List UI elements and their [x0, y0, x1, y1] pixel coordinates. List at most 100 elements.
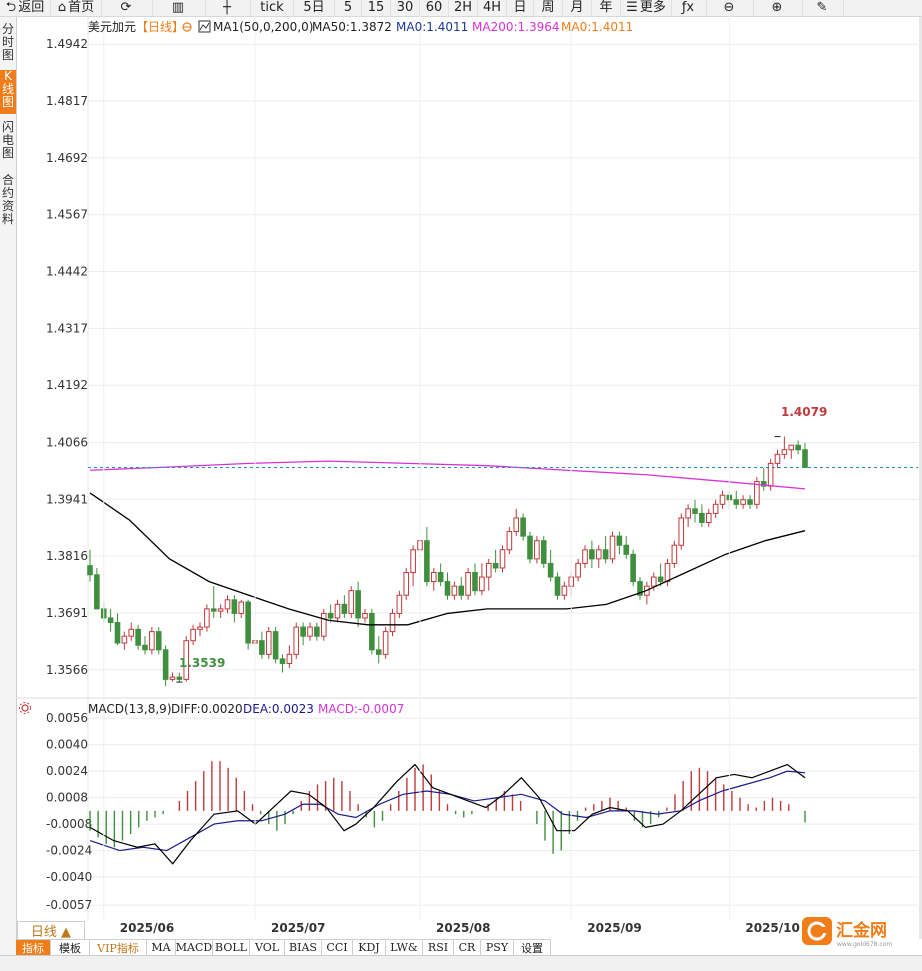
- macd-settings-icon[interactable]: [19, 702, 31, 714]
- toolbar-button-1[interactable]: ⌂ 首页: [51, 0, 102, 16]
- toolbar-button-3[interactable]: ▥: [153, 0, 206, 16]
- candle-body: [774, 453, 781, 464]
- candle-body: [224, 599, 231, 610]
- period-selector-button[interactable]: 日线 ▲: [17, 921, 85, 940]
- indicator-tab-6[interactable]: VOL: [250, 939, 285, 956]
- ma-indicator-name: MA1(50,0,200,0): [213, 20, 313, 34]
- candle-body: [609, 535, 616, 560]
- candle-body: [719, 494, 726, 505]
- candle-body: [107, 617, 114, 624]
- candle-body: [94, 574, 100, 610]
- indicator-tab-12[interactable]: CR: [454, 939, 481, 956]
- home-icon: ⌂: [57, 0, 67, 15]
- sidebar-tab-3[interactable]: 合约资料: [1, 173, 14, 226]
- toolbar-button-17[interactable]: ☰ 更多: [621, 0, 672, 16]
- toolbar-button-6[interactable]: 5日: [294, 0, 335, 16]
- date-tick-label: 2025/08: [436, 921, 490, 935]
- ma200-line: [89, 460, 806, 490]
- settings-gear-icon[interactable]: [182, 22, 192, 32]
- logo-subtext: www.gold678.com: [837, 941, 892, 948]
- sidebar-tab-2[interactable]: 闪电图: [1, 120, 14, 160]
- candle-body: [465, 572, 471, 596]
- toolbar-button-5[interactable]: tick: [251, 0, 294, 16]
- macd-y-axis: 0.0056 0.0040 0.0024 0.0008 -0.0008 -0.0024 -0…: [46, 711, 92, 912]
- toolbar-label: 60: [425, 0, 443, 15]
- toolbar-button-16[interactable]: 年: [592, 0, 621, 16]
- menu-icon: ☰: [626, 0, 638, 15]
- candle-body: [582, 549, 588, 564]
- toolbar-button-9[interactable]: 30: [391, 0, 420, 16]
- toolbar-button-0[interactable]: ⮌ 返回: [0, 0, 51, 16]
- candle-body: [492, 562, 499, 569]
- indicator-tab-0[interactable]: 指标: [16, 939, 51, 956]
- candle-body: [513, 517, 520, 533]
- price-tick-label: 1.4442: [46, 265, 88, 279]
- sidebar-tab-1[interactable]: K线图: [0, 70, 16, 114]
- candle-body: [740, 499, 746, 505]
- price-tick-label: 1.4942: [46, 37, 88, 51]
- candle-body: [272, 631, 279, 660]
- toolbar-button-10[interactable]: 60: [420, 0, 449, 16]
- chart-type-icon[interactable]: [198, 20, 211, 33]
- indicator-tab-2[interactable]: VIP指标: [90, 939, 147, 956]
- logo-text: 汇金网: [836, 920, 887, 941]
- toolbar-label: 15: [367, 0, 385, 15]
- candle-body: [259, 640, 265, 655]
- toolbar-button-15[interactable]: 月: [563, 0, 592, 16]
- indicator-tab-10[interactable]: LW&: [386, 939, 423, 956]
- candle-body: [375, 649, 382, 655]
- indicator-tab-5[interactable]: BOLL: [213, 939, 250, 956]
- toolbar-button-11[interactable]: 2H: [449, 0, 478, 16]
- dea-line: [89, 770, 806, 852]
- macd-diff: DIFF:0.0020: [171, 702, 243, 716]
- toolbar-label: 周: [541, 0, 555, 15]
- candle-body: [327, 612, 334, 619]
- indicator-tab-8[interactable]: CCI: [322, 939, 353, 956]
- toolbar-button-14[interactable]: 周: [534, 0, 563, 16]
- toolbar-button-19[interactable]: ⊖: [707, 0, 754, 16]
- indicator-tab-4[interactable]: MACD: [175, 939, 213, 956]
- indicator-tab-14[interactable]: 设置: [514, 939, 551, 956]
- candle-body: [403, 572, 410, 596]
- toolbar-button-21[interactable]: ✎: [803, 0, 844, 16]
- candle-body: [149, 631, 155, 651]
- candle-body: [458, 585, 465, 596]
- candle-body: [389, 612, 396, 633]
- indicator-tab-13[interactable]: PSY: [481, 939, 514, 956]
- sidebar-tab-0[interactable]: 分时图: [1, 22, 14, 62]
- candle-body: [499, 549, 506, 569]
- candle-body: [678, 517, 685, 546]
- indicator-tab-1[interactable]: 模板: [51, 939, 90, 956]
- toolbar-label: 5: [343, 0, 353, 15]
- candle-body: [699, 512, 705, 523]
- bar-chart-icon: ▥: [171, 0, 185, 15]
- toolbar-button-4[interactable]: ┼: [206, 0, 251, 16]
- right-edge: [919, 17, 922, 939]
- candle-body: [650, 576, 657, 587]
- candle-body: [795, 444, 801, 451]
- candle-body: [217, 608, 224, 612]
- indicator-tab-9[interactable]: KDJ: [353, 939, 386, 956]
- indicator-tab-11[interactable]: RSI: [423, 939, 454, 956]
- toolbar-button-18[interactable]: ƒx: [672, 0, 707, 16]
- candle-body: [169, 676, 176, 680]
- candle-body: [155, 631, 162, 651]
- toolbar-button-7[interactable]: 5: [335, 0, 362, 16]
- toolbar-button-20[interactable]: ⊕: [754, 0, 803, 16]
- high-price-label: 1.4079: [781, 405, 827, 419]
- toolbar-button-12[interactable]: 4H: [478, 0, 507, 16]
- macd-name: MACD(13,8,9): [88, 702, 172, 716]
- candle-body: [671, 544, 678, 564]
- toolbar-button-8[interactable]: 15: [362, 0, 391, 16]
- toolbar-button-2[interactable]: ⟳: [102, 0, 153, 16]
- toolbar-label: 更多: [639, 0, 666, 15]
- toolbar-button-13[interactable]: 日: [507, 0, 534, 16]
- toolbar-label: 30: [396, 0, 414, 15]
- candle-body: [802, 449, 808, 468]
- indicator-tab-7[interactable]: BIAS: [285, 939, 322, 956]
- indicator-tab-3[interactable]: MA: [147, 939, 176, 956]
- candle-body: [712, 503, 719, 514]
- toolbar-label: 4H: [482, 0, 502, 15]
- candle-body: [540, 540, 547, 564]
- candle-body: [135, 628, 141, 646]
